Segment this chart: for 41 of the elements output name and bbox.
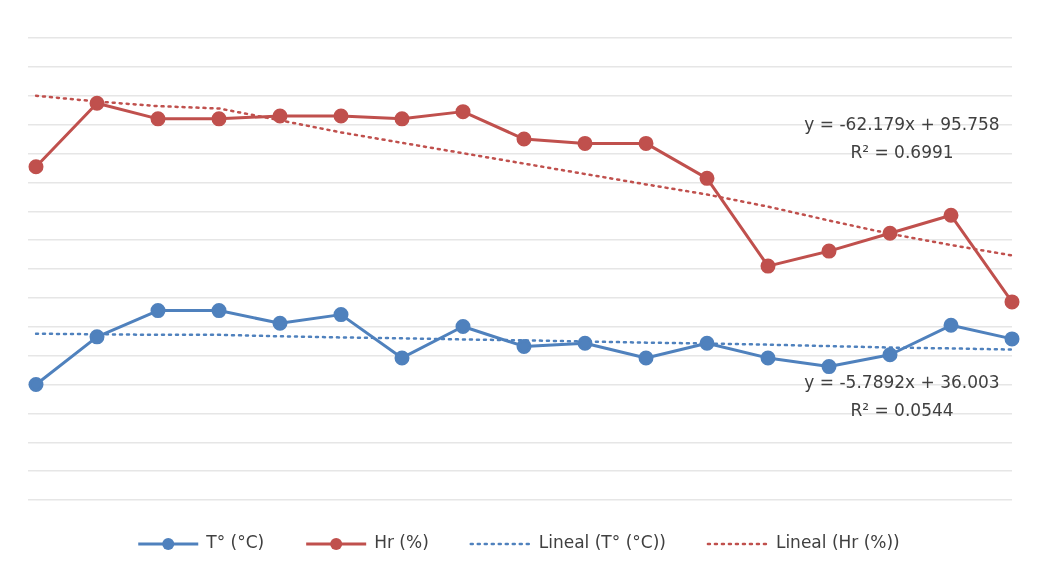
point — [699, 335, 715, 351]
point — [943, 207, 959, 223]
legend-label: Lineal (T° (°C)) — [538, 532, 666, 553]
point — [89, 95, 105, 111]
text: R² = 0.0544 — [850, 399, 954, 420]
point — [28, 159, 44, 175]
legend-label: Hr (%) — [374, 532, 429, 553]
annotation: y = -62.179x + 95.758 — [804, 114, 1000, 135]
point — [821, 243, 837, 259]
point — [1004, 331, 1020, 347]
point — [577, 135, 593, 151]
point — [638, 350, 654, 366]
point — [760, 350, 776, 366]
legend-label: Lineal (Hr (%)) — [775, 532, 900, 553]
point — [211, 111, 227, 127]
point — [89, 329, 105, 345]
point — [638, 135, 654, 151]
point — [882, 347, 898, 363]
point — [455, 318, 471, 334]
annotation: R² = 0.6991 — [850, 142, 954, 163]
point — [821, 359, 837, 375]
point — [516, 131, 532, 147]
point — [333, 307, 349, 323]
point — [760, 258, 776, 274]
point — [943, 317, 959, 333]
point — [272, 315, 288, 331]
annotation: y = -5.7892x + 36.003 — [804, 371, 1000, 392]
point — [455, 104, 471, 120]
point — [333, 108, 349, 124]
point — [150, 111, 166, 127]
point — [577, 335, 593, 351]
legend-label: T° (°C) — [205, 532, 265, 553]
point — [272, 108, 288, 124]
point — [394, 350, 410, 366]
point — [882, 225, 898, 241]
point — [516, 338, 532, 354]
point — [394, 111, 410, 127]
point — [211, 303, 227, 319]
point — [699, 170, 715, 186]
point — [1004, 294, 1020, 310]
point — [150, 303, 166, 319]
